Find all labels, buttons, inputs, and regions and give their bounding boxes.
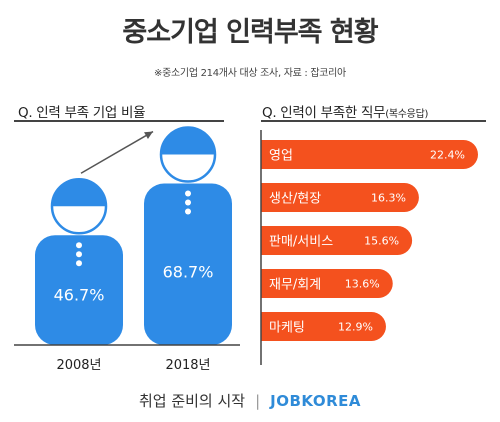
job-bar-label-1: 생산/현장 <box>269 192 321 207</box>
person-button-1-2 <box>185 208 191 215</box>
right-chart-title-suffix: (복수응답) <box>385 109 429 120</box>
source-note: ※중소기업 214개사 대상 조사, 자료 : 잡코리아 <box>154 68 346 79</box>
job-bar-label-0: 영업 <box>269 149 293 164</box>
footer-tagline: 취업 준비의 시작 <box>138 392 246 410</box>
growth-arrow-line <box>80 130 154 174</box>
footer-separator: | <box>255 392 261 410</box>
person-button-1-0 <box>185 190 191 197</box>
person-button-1-1 <box>185 199 191 206</box>
job-bar-value-2: 15.6% <box>364 235 399 248</box>
right-chart-title-text: Q. 인력이 부족한 직무 <box>262 105 386 121</box>
category-label-1: 2018년 <box>165 358 210 373</box>
right-chart-title: Q. 인력이 부족한 직무(복수응답) <box>262 101 428 121</box>
job-bar-3 <box>261 269 393 298</box>
job-bar-value-1: 16.3% <box>371 192 406 205</box>
job-bar-0 <box>261 140 478 169</box>
left-chart-title: Q. 인력 부족 기업 비율 <box>18 105 146 121</box>
footer: 취업 준비의 시작 | JOBKOREA <box>0 390 500 411</box>
person-button-0-0 <box>76 242 82 249</box>
person-button-0-1 <box>76 251 82 258</box>
job-bar-label-4: 마케팅 <box>269 321 305 336</box>
job-bar-value-3: 13.6% <box>345 278 380 291</box>
person-body-1 <box>144 183 232 345</box>
growth-arrow-head <box>144 131 153 140</box>
left-title-underline <box>14 120 224 122</box>
person-button-0-2 <box>76 260 82 267</box>
person-cap-1 <box>161 127 215 155</box>
job-bar-label-3: 재무/회계 <box>269 278 321 293</box>
brand-logo: JOBKOREA <box>270 392 362 410</box>
job-bar-label-2: 판매/서비스 <box>269 235 333 250</box>
category-label-0: 2008년 <box>56 358 101 373</box>
page-title: 중소기업 인력부족 현황 <box>122 17 378 48</box>
right-title-underline <box>261 120 486 122</box>
job-bar-value-0: 22.4% <box>430 149 465 162</box>
person-cap-0 <box>52 179 106 207</box>
bar-value-label-0: 46.7% <box>54 286 105 305</box>
job-bar-4 <box>261 312 386 341</box>
job-bar-1 <box>261 183 419 212</box>
person-body-0 <box>35 235 123 345</box>
job-bar-2 <box>261 226 413 255</box>
bar-value-label-1: 68.7% <box>163 262 214 281</box>
job-bar-value-4: 12.9% <box>338 321 373 334</box>
